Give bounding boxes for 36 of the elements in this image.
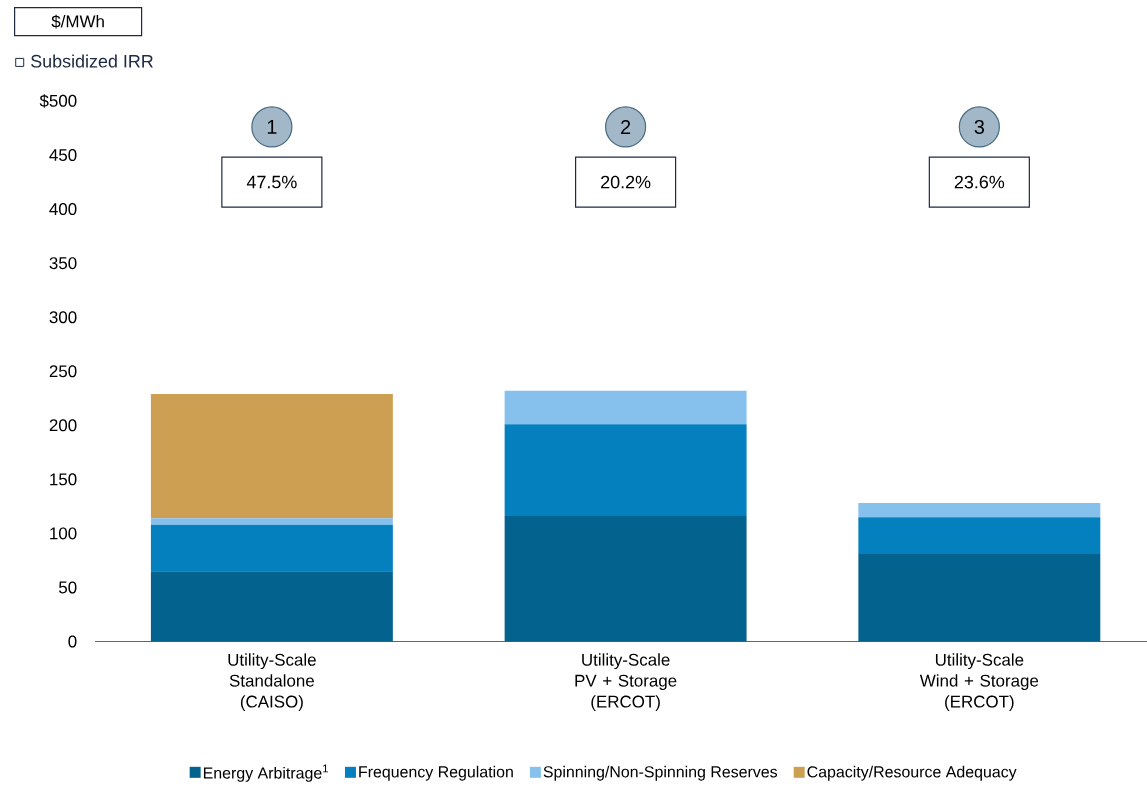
legend-label: Capacity/Resource Adequacy [807,765,1017,781]
bar [504,516,747,642]
y-axis-title: $/MWh [51,14,104,29]
y-tick-label: 0 [68,635,77,648]
bar [858,553,1101,642]
x-tick-label: Utility-Scale Wind + Storage (ERCOT) [919,653,1039,711]
bar [858,503,1101,518]
legend-label: Energy Arbitrage$^{1}$ [203,764,328,782]
annotation: 1 [267,120,277,134]
legend-label: Frequency Regulation [359,765,513,781]
y-tick-label: 400 [49,203,77,216]
bar [150,571,393,642]
annotation: 47.5% [246,175,297,189]
bar [150,393,393,519]
annotation: 20.2% [601,175,651,189]
annotation: 2 [621,119,631,134]
bar [504,424,747,517]
y-tick-label: 450 [49,149,77,162]
y-tick-label: 100 [50,527,77,540]
bar [150,524,393,572]
annotation: 23.6% [954,175,1005,189]
y-tick-label: $500 [39,94,77,108]
bar [858,517,1101,554]
legend-label: Spinning/Non-Spinning Reserves [543,765,778,781]
x-tick-label: Utility-Scale PV + Storage (ERCOT) [575,653,677,711]
y-tick-label: 350 [49,257,77,270]
y-tick-label: 50 [59,581,77,594]
y-tick-label: 300 [49,311,77,324]
y-tick-label: 200 [49,419,77,432]
annotation: 3 [974,119,984,134]
bar [504,390,747,425]
x-tick-label: Utility-Scale Standalone (CAISO) [228,653,316,711]
y-tick-label: 250 [49,365,77,378]
text: Subsidized IRR [31,54,153,68]
bar [150,518,393,525]
y-tick-label: 150 [50,473,77,486]
